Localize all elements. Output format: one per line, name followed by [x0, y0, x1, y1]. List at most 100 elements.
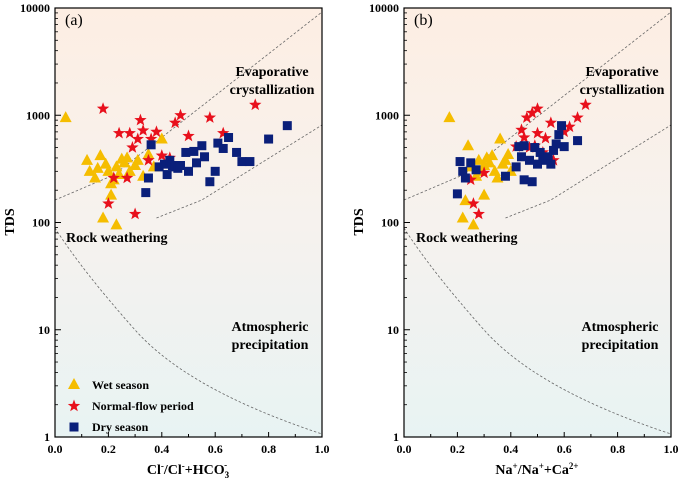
wet-season-point [502, 148, 515, 160]
dry-season-point [154, 162, 164, 172]
dry-season-point [143, 173, 153, 183]
dry-season-point [573, 136, 583, 146]
evaporative-label-line1: Evaporative [235, 65, 308, 80]
dry-season-point [189, 146, 199, 156]
x-axis-label: Na+/Na++Ca2+ [495, 461, 578, 478]
dry-season-point [458, 166, 468, 176]
dry-season-point [466, 158, 476, 168]
x-tick-label: 0.8 [610, 442, 625, 456]
x-tick-labels: 0.0 0.2 0.4 0.6 0.8 1.0 [397, 442, 679, 456]
y-tick-label: 1000 [26, 108, 50, 122]
dry-season-point [282, 121, 292, 131]
normal-flow-point [531, 126, 544, 139]
dry-season-point [159, 159, 169, 169]
x-tick-label: 1.0 [664, 442, 679, 456]
y-tick-label: 10000 [369, 1, 399, 15]
legend-dry-marker [69, 422, 79, 432]
normal-flow-point [217, 126, 230, 139]
y-tick-label: 10000 [20, 1, 50, 15]
normal-flow-point [128, 207, 142, 220]
normal-flow-point [131, 132, 144, 145]
normal-flow-point [120, 171, 134, 184]
data-markers [59, 98, 292, 230]
x-tick-labels: 0.0 0.2 0.4 0.6 0.8 1.0 [48, 442, 330, 456]
dry-season-point [514, 142, 524, 152]
dry-season-point [460, 173, 470, 183]
lower-boundary-line [54, 227, 323, 435]
dry-season-point [554, 130, 564, 140]
panel-label: (b) [414, 12, 433, 29]
wet-season-point [105, 188, 118, 200]
legend-normal-marker [67, 399, 81, 412]
normal-flow-point [571, 111, 584, 123]
wet-season-point [110, 218, 123, 230]
normal-flow-point [96, 102, 110, 114]
dry-season-point [551, 139, 561, 149]
dry-season-point [511, 162, 521, 172]
normal-flow-point [142, 153, 155, 166]
normal-flow-point [203, 111, 217, 123]
dry-season-point [471, 165, 481, 175]
atmospheric-label-line2: precipitation [582, 338, 659, 353]
dry-season-point [524, 155, 534, 165]
y-tick-label: 100 [381, 216, 399, 230]
x-tick-label: 0.0 [397, 442, 412, 456]
wet-season-point [142, 148, 155, 160]
dry-season-point [200, 152, 210, 162]
evaporative-label-line2: crystallization [580, 83, 665, 98]
dry-season-point [516, 152, 526, 162]
y-tick-label: 10 [38, 323, 50, 337]
dry-season-point [224, 133, 234, 143]
dry-season-point [549, 145, 559, 155]
x-tick-label: 0.4 [154, 442, 169, 456]
dry-season-point [455, 157, 465, 167]
x-tick-label: 0.4 [503, 442, 518, 456]
wet-season-point [94, 149, 107, 161]
wet-season-point [59, 111, 72, 123]
y-tick-label: 10 [387, 323, 399, 337]
wet-season-point [456, 211, 469, 223]
normal-flow-point [515, 123, 528, 136]
normal-flow-point [579, 98, 592, 111]
x-tick-label: 0.2 [101, 442, 116, 456]
y-tick-label: 1 [44, 430, 50, 444]
normal-flow-point [155, 149, 168, 161]
normal-flow-point [523, 141, 536, 153]
normal-flow-point [525, 106, 539, 119]
dry-season-point [519, 141, 529, 151]
dry-season-point [146, 140, 156, 150]
normal-flow-point [464, 173, 477, 186]
dry-season-point [557, 121, 567, 131]
y-tick-label: 1000 [375, 108, 399, 122]
legend: Wet season Normal-flow period Dry season [67, 378, 194, 434]
normal-flow-point [472, 207, 485, 220]
y-tick-label: 100 [32, 216, 50, 230]
wet-season-point [110, 160, 123, 172]
legend-normal-label: Normal-flow period [92, 399, 194, 413]
normal-flow-point [563, 120, 576, 133]
dry-season-point [527, 177, 537, 187]
data-markers [443, 98, 592, 230]
dry-season-point [500, 171, 510, 181]
wet-season-point [83, 164, 96, 176]
plot-background [404, 8, 671, 437]
normal-flow-point [123, 126, 136, 139]
x-tick-label: 1.0 [315, 442, 330, 456]
dry-season-point [535, 147, 545, 157]
normal-flow-point [144, 132, 158, 145]
panel-label: (a) [65, 12, 83, 29]
normal-flow-point [467, 197, 480, 209]
dry-season-point [245, 157, 255, 167]
wet-season-point [478, 188, 491, 200]
wet-season-point [486, 149, 499, 161]
dry-season-point [546, 159, 556, 169]
y-axis-label: TDS [352, 208, 367, 235]
dry-season-point [237, 157, 247, 167]
dry-season-point [559, 142, 569, 152]
dry-season-point [162, 170, 172, 180]
normal-flow-point [126, 141, 139, 153]
panel-a: 0.0 0.2 0.4 0.6 0.8 1.0 1 10 100 1000 10000 (a) E… [3, 1, 330, 480]
x-axis-label: Cl-/Cl-+HCO3- [147, 460, 230, 480]
evaporative-label-line1: Evaporative [585, 65, 658, 80]
